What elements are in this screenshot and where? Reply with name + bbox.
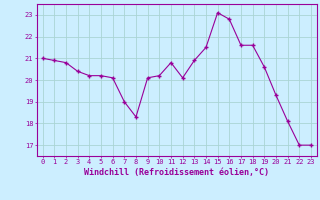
X-axis label: Windchill (Refroidissement éolien,°C): Windchill (Refroidissement éolien,°C) <box>84 168 269 177</box>
